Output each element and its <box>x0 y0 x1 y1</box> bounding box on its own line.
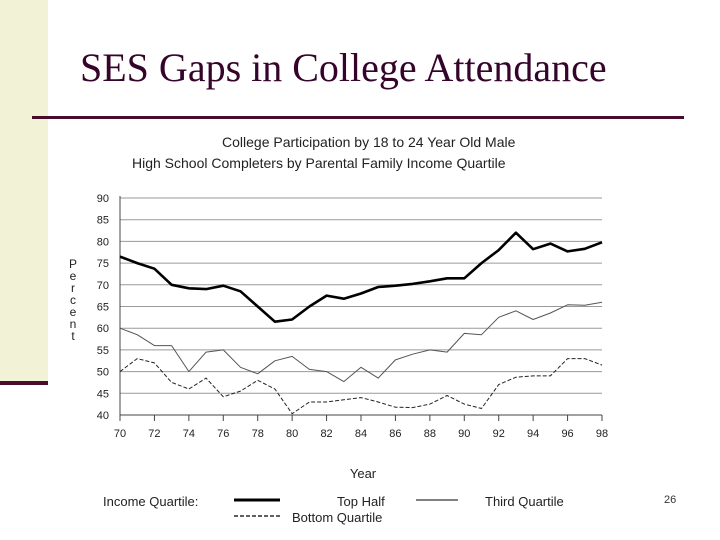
y-tick-label: 55 <box>97 345 109 357</box>
x-tick-label: 70 <box>114 428 126 440</box>
series-line-bottom-quartile <box>119 358 603 415</box>
y-axis-label-letter: e <box>70 269 77 283</box>
series-lines <box>119 231 603 415</box>
y-tick-label: 80 <box>97 236 109 248</box>
y-tick-label: 70 <box>97 280 109 292</box>
y-tick-labels: 40 45 50 55 60 65 70 75 80 85 90 <box>97 193 109 422</box>
legend: Income Quartile: Top Half Third Quartile… <box>103 494 564 525</box>
x-tick-labels: 70 72 74 76 78 80 82 84 86 88 90 92 94 96 98 <box>114 415 608 440</box>
x-tick-label: 82 <box>320 428 332 440</box>
chart-subtitle: High School Completers by Parental Famil… <box>132 155 506 171</box>
y-tick-label: 50 <box>97 367 109 379</box>
y-tick-label: 45 <box>97 388 109 400</box>
legend-title: Income Quartile: <box>103 494 198 509</box>
x-tick-label: 84 <box>355 428 367 440</box>
x-tick-label: 96 <box>561 428 573 440</box>
y-tick-label: 90 <box>97 193 109 205</box>
y-axis-label-letter: e <box>70 305 77 319</box>
decorative-side-rule <box>0 381 48 385</box>
y-axis-label-letter: P <box>69 257 77 271</box>
x-tick-label: 98 <box>596 428 608 440</box>
x-tick-label: 92 <box>493 428 505 440</box>
y-tick-label: 65 <box>97 302 109 314</box>
title-rule <box>32 116 684 119</box>
chart-title: College Participation by 18 to 24 Year O… <box>222 134 516 150</box>
legend-label-third-quartile: Third Quartile <box>485 494 564 509</box>
y-tick-label: 40 <box>97 410 109 422</box>
y-axis-label-letter: t <box>71 329 75 343</box>
y-axis-label-letter: c <box>70 293 76 307</box>
line-chart: College Participation by 18 to 24 Year O… <box>69 134 608 525</box>
x-tick-label: 72 <box>148 428 160 440</box>
x-axis-label: Year <box>350 466 377 481</box>
y-tick-label: 75 <box>97 258 109 270</box>
chart-panel: College Participation by 18 to 24 Year O… <box>56 123 618 528</box>
x-tick-label: 78 <box>252 428 264 440</box>
page-number: 26 <box>664 494 677 506</box>
x-tick-label: 90 <box>458 428 470 440</box>
slide-title: SES Gaps in College Attendance <box>80 45 607 90</box>
x-tick-label: 88 <box>424 428 436 440</box>
series-line-third-quartile <box>119 301 603 383</box>
y-axis-label-letter: r <box>71 281 75 295</box>
x-tick-label: 86 <box>389 428 401 440</box>
x-tick-label: 80 <box>286 428 298 440</box>
decorative-side-bar <box>0 0 48 382</box>
series-line-top-half <box>119 231 603 323</box>
x-tick-label: 74 <box>183 428 195 440</box>
y-tick-label: 85 <box>97 215 109 227</box>
x-tick-label: 94 <box>527 428 539 440</box>
x-tick-label: 76 <box>217 428 229 440</box>
grid-lines <box>119 196 602 416</box>
legend-label-top-half: Top Half <box>337 494 385 509</box>
y-axis-label-letter: n <box>70 317 77 331</box>
legend-label-bottom-quartile: Bottom Quartile <box>292 510 382 525</box>
y-tick-label: 60 <box>97 323 109 335</box>
